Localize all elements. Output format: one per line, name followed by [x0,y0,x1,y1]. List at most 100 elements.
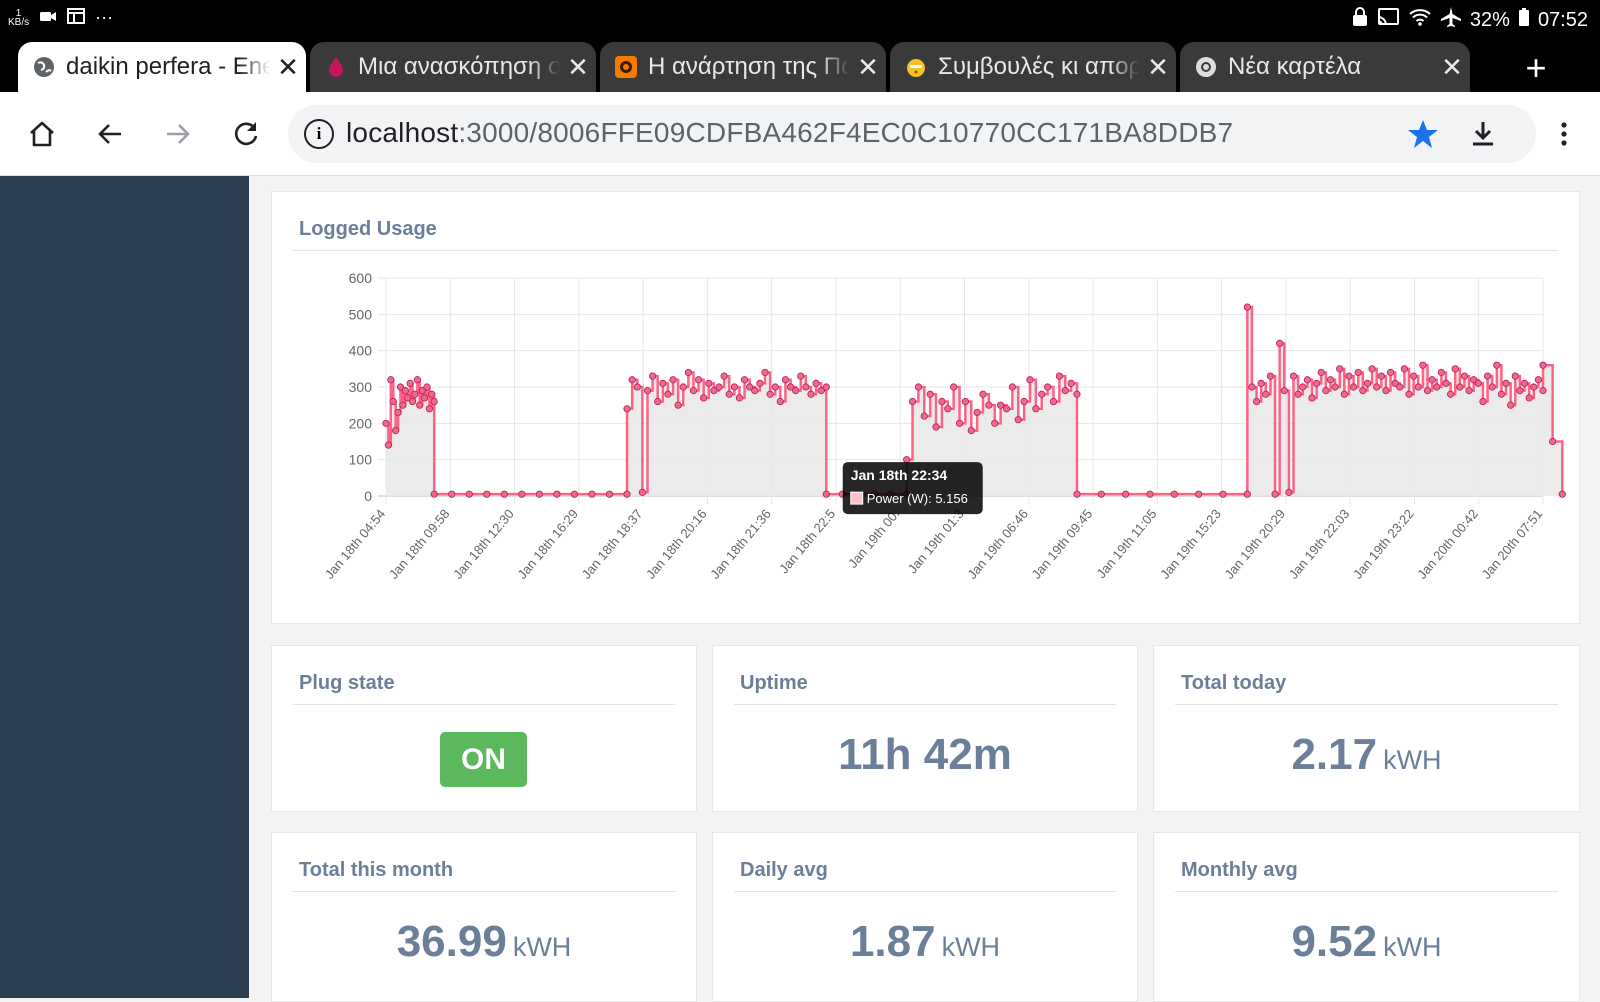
data-point [605,490,614,498]
close-icon[interactable]: ✕ [857,51,879,82]
data-point [781,376,790,384]
y-tick-label: 400 [349,343,373,359]
data-point [643,387,652,395]
tab-advice[interactable]: Συμβουλές κι απορίες ✕ [890,42,1176,92]
data-point [674,401,682,409]
tab-new[interactable]: Νέα καρτέλα ✕ [1180,42,1470,92]
data-point [1558,490,1566,498]
logged-usage-card: Logged Usage 0 100 200 300 400 500 600 Jan 18th… [271,191,1580,624]
data-point [771,383,779,391]
data-point [955,419,964,427]
data-point [1276,339,1284,347]
data-point [705,379,713,387]
menu-button[interactable] [1542,112,1586,156]
data-point [420,394,429,402]
data-point [1525,394,1533,402]
data-point [1465,387,1473,395]
y-tick-label: 200 [349,415,373,431]
data-point [903,456,911,464]
back-button[interactable] [88,112,132,156]
data-point [500,490,508,498]
divider [1175,891,1558,892]
data-point [1423,387,1432,395]
new-tab-button[interactable]: + [1525,47,1547,88]
x-tick-label: Jan 19th 01:3 [905,506,967,576]
tab-review[interactable]: Μια ανασκόπηση στο ✕ [310,42,596,92]
x-tick-label: Jan 18th 21:36 [707,506,774,582]
arrow-left-icon [98,124,121,144]
data-point [392,427,400,435]
data-point [399,401,407,409]
data-point [812,379,820,387]
data-point [1396,383,1404,391]
data-point [746,383,754,391]
address-bar[interactable]: i localhost:3000/8006FFE09CDFBA462F4EC0C… [288,105,1536,163]
total-today-value: 2.17 kWH [1291,730,1442,779]
home-button[interactable] [20,112,64,156]
data-point [659,379,667,387]
data-point [1336,365,1344,373]
bookmark-star-icon[interactable] [1406,117,1440,151]
data-point [1331,383,1339,391]
data-point [418,387,426,395]
data-point [1460,372,1469,380]
data-point [1345,372,1353,380]
url-text[interactable]: localhost:3000/8006FFE09CDFBA462F4EC0C10… [346,117,1234,148]
reload-button[interactable] [224,112,268,156]
data-point [1497,390,1506,398]
data-point [1447,390,1455,398]
card-title: Plug state [299,672,395,694]
data-point [1289,372,1298,380]
data-point [623,490,631,498]
data-point [570,490,579,498]
data-point [1442,379,1450,387]
data-point [1539,387,1547,395]
data-point [413,376,421,384]
lock-icon [1352,7,1368,33]
data-point [1073,390,1081,398]
data-point [792,387,800,395]
tab-post[interactable]: Η ανάρτηση της Πωλ ✕ [600,42,886,92]
close-icon[interactable]: ✕ [1147,51,1169,82]
data-point [802,383,810,391]
divider [293,704,675,705]
close-icon[interactable]: ✕ [567,51,589,82]
data-point [938,397,946,406]
data-point [961,397,969,406]
data-point [1014,416,1022,424]
data-point [751,387,759,395]
data-point [920,412,928,420]
card-title: Logged Usage [299,218,437,240]
close-icon[interactable]: ✕ [1441,51,1463,82]
x-tick-label: Jan 19th 09:45 [1029,506,1096,582]
tab-title: daikin perfera - Energy [66,53,270,80]
data-point [1303,376,1311,384]
y-tick-label: 0 [364,488,372,504]
monthly-avg-card: Monthly avg 9.52 kWH [1153,832,1580,1002]
data-point [1437,368,1445,377]
download-icon[interactable] [1466,117,1500,151]
x-tick-label: Jan 18th 20:16 [643,506,710,582]
data-point [1308,394,1316,402]
data-point [991,419,999,427]
data-point [1530,383,1538,391]
data-point [740,376,749,384]
info-icon[interactable]: i [304,119,334,149]
data-point [1363,379,1372,387]
home-icon [30,121,54,147]
data-point [1299,383,1307,391]
data-point [1451,365,1459,373]
data-point [1502,379,1510,387]
tab-daikin[interactable]: daikin perfera - Energy ✕ [18,42,306,92]
close-icon[interactable]: ✕ [277,51,299,82]
clock: 07:52 [1537,8,1588,31]
daily-avg-value: 1.87 kWH [849,917,1001,966]
card-title: Daily avg [740,859,828,881]
window-icon [67,8,86,27]
tooltip-swatch [850,491,864,505]
data-point [382,419,390,427]
browser-toolbar: i localhost:3000/8006FFE09CDFBA462F4EC0C… [0,92,1600,176]
forward-button[interactable] [156,112,200,156]
total-month-card: Total this month 36.99 kWH [271,832,697,1002]
